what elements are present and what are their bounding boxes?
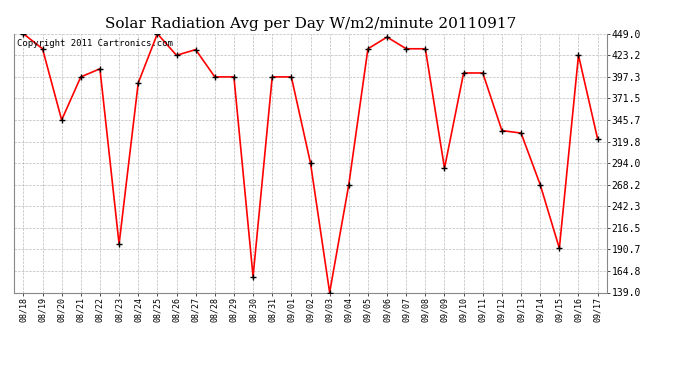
Title: Solar Radiation Avg per Day W/m2/minute 20110917: Solar Radiation Avg per Day W/m2/minute … — [105, 17, 516, 31]
Text: Copyright 2011 Cartronics.com: Copyright 2011 Cartronics.com — [17, 39, 172, 48]
